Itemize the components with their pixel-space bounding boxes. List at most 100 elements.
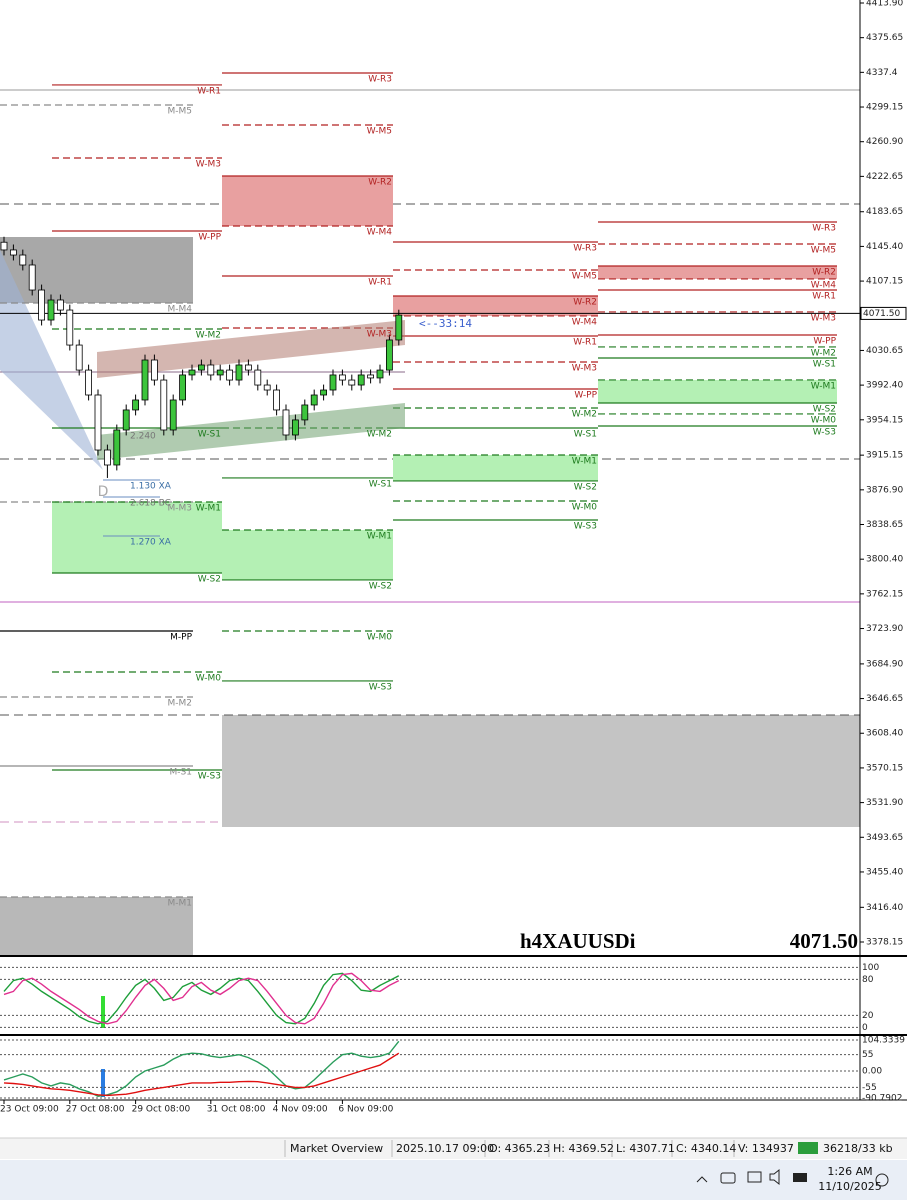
x-tick-label: 31 Oct 08:00 <box>207 1105 266 1115</box>
clock-date: 11/10/2025 <box>818 1180 881 1193</box>
y-tick-label: 4413.90 <box>866 0 903 8</box>
pivot-level-label: W-PP <box>813 336 836 346</box>
candle-body <box>104 449 111 466</box>
pivot-level-label: M-S1 <box>170 767 192 777</box>
candle-body <box>57 299 64 311</box>
y-tick-label: 3493.65 <box>866 833 903 843</box>
last-price-box <box>860 306 907 320</box>
y-tick-label: 3684.90 <box>866 659 903 669</box>
candle-body <box>395 314 403 341</box>
status-field: H: 4369.52 <box>553 1142 614 1155</box>
candle-body <box>282 409 290 436</box>
y-tick-label: 4030.65 <box>866 346 903 356</box>
y-tick-label: 4145.40 <box>866 242 903 252</box>
status-field: O: 4365.23 <box>489 1142 550 1155</box>
pivot-level-label: W-M5 <box>367 127 392 137</box>
pivot-level-label: M-M3 <box>167 503 192 513</box>
pivot-level-label: W-M0 <box>572 502 598 512</box>
candle-body <box>385 339 393 371</box>
pivot-level-label: M-M2 <box>167 698 192 708</box>
candle-body <box>273 389 281 411</box>
pivot-level-label: W-M0 <box>196 673 222 683</box>
x-tick-label: 27 Oct 08:00 <box>66 1105 125 1115</box>
pivot-level-label: W-R2 <box>368 177 392 187</box>
candle-layer <box>0 236 403 478</box>
y-tick-label: 3416.40 <box>866 903 903 913</box>
y-tick-label: 4375.65 <box>866 33 903 43</box>
pivot-level-label: W-M2 <box>572 409 597 419</box>
candle-body <box>357 374 365 386</box>
candle-body <box>19 254 27 266</box>
y-tick-label: 3531.90 <box>866 798 903 808</box>
y-tick-label: 4222.65 <box>866 172 903 182</box>
candle-body <box>141 359 149 401</box>
candle-body <box>216 369 224 376</box>
x-tick-label: 29 Oct 08:00 <box>132 1105 191 1115</box>
pattern-label: 2.240 <box>130 432 156 442</box>
candle-body <box>376 369 384 379</box>
level-zone <box>598 379 837 403</box>
tray-network[interactable] <box>747 1171 762 1183</box>
candle-body <box>38 289 45 321</box>
signal-marker <box>101 996 105 1028</box>
harmonic-pattern <box>0 250 103 470</box>
x-tick-label: 6 Nov 09:00 <box>338 1105 393 1115</box>
pivot-level-label: W-R3 <box>812 224 836 234</box>
tray-battery[interactable] <box>793 1173 807 1182</box>
pivot-level-label: W-S3 <box>574 522 597 532</box>
tray-chevron[interactable] <box>696 1176 708 1183</box>
y-tick-label: 3915.15 <box>866 451 903 461</box>
candle-body <box>122 409 130 431</box>
pivot-level-label: M-PP <box>170 632 192 642</box>
pivot-level-label: W-M3 <box>196 160 221 170</box>
pivot-level-label: W-S3 <box>369 682 392 692</box>
level-zone <box>222 529 393 580</box>
pivot-level-label: W-S1 <box>198 430 221 440</box>
level-zone <box>222 175 393 227</box>
pivot-level-label: M-M1 <box>167 898 192 908</box>
tray-volume[interactable] <box>769 1168 780 1186</box>
pivot-level-label: W-PP <box>574 391 597 401</box>
y-tick-label: 4183.65 <box>866 207 903 217</box>
pivot-level-label: M-M5 <box>167 106 192 116</box>
pivot-level-label: W-M5 <box>811 245 836 255</box>
y-tick-label: 4299.15 <box>866 103 903 113</box>
pivot-level-label: W-S1 <box>369 479 392 489</box>
pivot-level-label: W-M2 <box>367 430 392 440</box>
pivot-level-label: W-M3 <box>367 330 392 340</box>
indicator-tick-label: -55 <box>862 1083 877 1093</box>
pivot-level-label: W-M4 <box>811 280 837 290</box>
pivot-level-label: W-M1 <box>811 381 836 391</box>
indicator-line <box>3 972 400 1025</box>
candle-body <box>235 364 243 381</box>
candle-body <box>9 249 17 256</box>
candle-body <box>320 389 328 396</box>
y-tick-label: 3646.65 <box>866 694 903 704</box>
channel-lower <box>97 403 405 460</box>
tray-notifications[interactable] <box>875 1173 889 1187</box>
y-tick-label: 3723.90 <box>866 624 903 634</box>
level-zone <box>598 265 837 279</box>
y-tick-label: 3954.15 <box>866 415 903 425</box>
y-tick-label: 3762.15 <box>866 589 903 599</box>
pivot-level-label: W-M1 <box>367 531 392 541</box>
pivot-level-label: W-R1 <box>368 277 392 287</box>
channel-layer <box>97 320 405 537</box>
tray-keyboard[interactable] <box>720 1172 736 1184</box>
indicator-tick-label: 80 <box>862 975 874 985</box>
candle-body <box>244 364 252 371</box>
pivot-level-label: W-S1 <box>813 360 836 370</box>
candle-body <box>113 429 121 466</box>
pivot-level-label: W-S2 <box>369 581 392 591</box>
y-tick-label: 3378.15 <box>866 937 903 947</box>
candle-body <box>179 374 187 401</box>
status-field: 36218/33 kb <box>823 1142 893 1155</box>
symbol: h4XAUUSDi <box>520 929 636 953</box>
pivot-level-label: W-S2 <box>813 404 836 414</box>
bar-countdown: <--33:14 <box>419 317 472 330</box>
status-bar-bg <box>0 1138 907 1159</box>
connection-indicator <box>798 1142 818 1154</box>
pivot-level-label: W-M1 <box>572 457 597 467</box>
